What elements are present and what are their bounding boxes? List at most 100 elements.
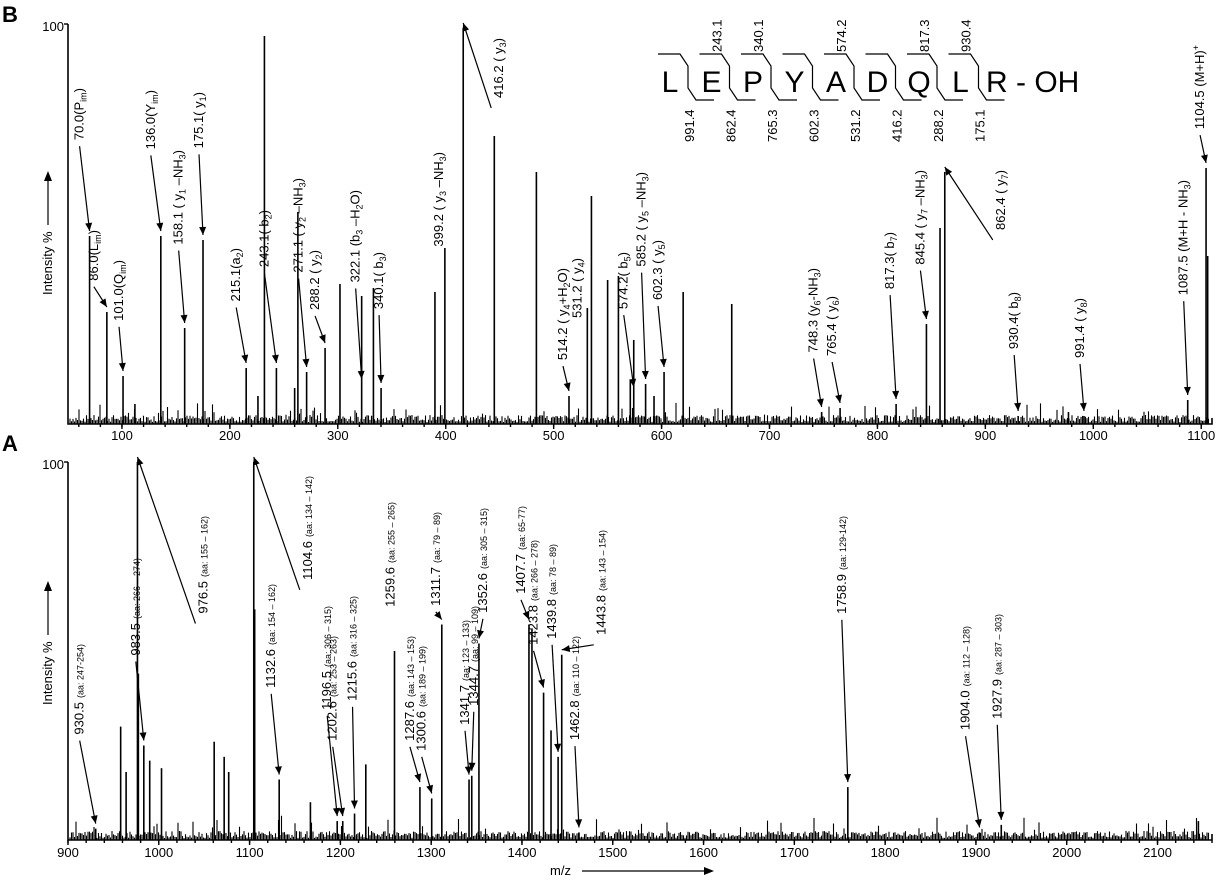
annotation-label: 531.2 ( y4) (569, 258, 586, 318)
panel-a-spectrum: A 100 900 1000 1100 1200 1300 1400 1500 1600 1700 1… (2, 431, 1213, 878)
peak-annotation: 1215.6(aa: 316 – 325) (345, 596, 360, 809)
annotation-arrow-head (156, 222, 164, 231)
annotation-arrow-head (302, 358, 310, 367)
x-axis-arrow-head (704, 867, 714, 875)
annotation-label: 136.0(Yim) (143, 90, 160, 149)
b-ion-label: 340.1 (751, 19, 766, 52)
annotation-arrow-head (350, 800, 358, 809)
annotation-arrow-head (139, 732, 147, 741)
annotation-arrow (944, 166, 994, 241)
peak-annotation: 585.2 ( y5 –NH3) (634, 172, 651, 380)
annotation-label: 748.3 (y6-NH3) (806, 268, 823, 352)
y-ion-label: 288.2 (931, 109, 946, 142)
x-tick-label: 900 (975, 428, 997, 443)
annotation-arrow-head (921, 310, 929, 319)
annotation-label: 86.0(Lim) (86, 230, 103, 281)
b-ion-label: 574.2 (834, 19, 849, 52)
annotation-label: 340.1( b3) (371, 252, 388, 309)
peak-annotation: 976.5(aa: 155 – 162) (136, 456, 210, 624)
peak-annotation: 175.1( y1) (191, 92, 208, 236)
annotation-arrow-head (332, 807, 340, 817)
annotation-label: 1311.7(aa: 79 – 89) (428, 512, 443, 606)
annotation-arrow-head (274, 766, 282, 775)
y-axis-title: Intensity % (40, 231, 55, 295)
annotation-arrow (813, 358, 823, 408)
annotation-arrow (355, 288, 363, 380)
annotation-arrow (378, 315, 382, 384)
annotation-arrow (574, 746, 580, 828)
annotation-arrow-head (522, 610, 530, 620)
peak-annotation: 1087.5 (M+H - NH3) (1176, 180, 1193, 396)
x-tick-label: 1800 (871, 845, 900, 860)
y-axis-arrow-head (44, 171, 52, 181)
peak-annotation: 1311.7(aa: 79 – 89) (428, 512, 443, 620)
annotation-label: 1215.6(aa: 316 – 325) (345, 596, 360, 701)
panel-b-spectrum: B 100 100 200 300 400 500 600 700 800 900 1000 1100 I… (2, 2, 1215, 443)
annotation-label: 976.5(aa: 155 – 162) (195, 516, 210, 614)
peak-annotation: 70.0(Pim) (72, 88, 93, 232)
annotation-arrow-head (357, 370, 365, 379)
annotation-arrow-head (85, 222, 93, 231)
y-ion-label: 531.2 (848, 109, 863, 142)
annotation-label: 1341.7(aa: 123 – 133) (457, 620, 472, 725)
annotation-arrow (332, 746, 344, 817)
annotation-arrow-head (997, 811, 1005, 820)
peak-annotation: 86.0(Lim) (86, 230, 108, 308)
annotation-label: 862.4 ( y7) (993, 170, 1010, 230)
annotation-label: 1344.7(aa: 99 – 109) (466, 606, 481, 706)
annotation-arrow-head (90, 815, 98, 824)
annotation-label: 1202.6(aa: 253 – 263) (325, 636, 340, 741)
annotation-arrow-head (816, 398, 824, 407)
annotation-arrow-head (414, 773, 422, 783)
peak-annotation: 514.2 ( y4+H2O) (555, 268, 572, 392)
sequence-residue: A (826, 66, 846, 99)
peak-annotation: 271.1 ( y2 –NH3) (291, 178, 310, 368)
x-tick-label: 1900 (961, 845, 990, 860)
annotation-label: 602.3 ( y5) (650, 240, 667, 300)
annotation-arrow (263, 272, 277, 364)
peak-group (94, 462, 1200, 840)
annotation-arrow (841, 619, 849, 783)
annotation-label: 845.4 ( y7 –NH3) (912, 170, 929, 265)
noise-trace (69, 815, 1210, 840)
peak-annotation: 1300.6(aa: 189 – 199) (414, 646, 433, 794)
annotation-arrow (79, 740, 97, 824)
b-ion-label: 930.4 (959, 19, 974, 52)
annotation-label: 1196.5(aa: 306 – 315) (319, 606, 334, 710)
y-tick-label: 100 (42, 19, 64, 34)
x-tick-label: 600 (651, 428, 673, 443)
annotation-label: 817.3( b7) (882, 232, 899, 289)
fragment-bracket (865, 53, 922, 101)
annotation-label: 930.4( b8) (1006, 292, 1023, 349)
y-ion-label: 416.2 (890, 109, 905, 142)
annotation-arrow (919, 270, 928, 320)
peak-annotation: 340.1( b3) (371, 252, 388, 384)
x-tick-label: 2100 (1143, 845, 1172, 860)
peak-annotation: 1259.6(aa: 255 – 265) (382, 502, 397, 607)
annotation-arrow-head (377, 374, 385, 383)
annotation-arrow-head (180, 314, 188, 323)
y-ion-label: 175.1 (973, 109, 988, 142)
x-tick-label: 700 (759, 428, 781, 443)
peak-annotation: 1423.8(aa: 266 – 278) (526, 540, 545, 688)
annotation-arrow (641, 272, 647, 380)
annotation-arrow-head (974, 819, 982, 828)
peak-annotation: 322.1 (b3 –H2O) (348, 190, 365, 380)
annotation-label: 1423.8(aa: 266 – 278) (526, 540, 541, 645)
x-tick-label: 400 (435, 428, 457, 443)
annotation-label: 1462.8(aa: 110 – 122) (567, 636, 582, 740)
y-tick-label: 100 (42, 457, 64, 472)
peak-annotation: 1104.5 (M+H)+ (1191, 45, 1208, 164)
peak-annotation: 862.4 ( y7) (944, 166, 1010, 241)
peak-annotation: 1132.6(aa: 154 – 162) (263, 584, 282, 775)
x-tick-label: 800 (867, 428, 889, 443)
annotation-arrow-head (241, 354, 249, 363)
sequence-residue: Q (907, 66, 930, 99)
annotation-arrow-head (271, 354, 279, 363)
sequence-residue: D (867, 66, 889, 99)
annotation-label: 585.2 ( y5 –NH3) (634, 172, 651, 267)
annotation-arrow-head (563, 382, 571, 391)
peak-annotation: 1904.0(aa: 112 – 128) (958, 626, 982, 828)
annotation-arrow-head (629, 378, 637, 387)
